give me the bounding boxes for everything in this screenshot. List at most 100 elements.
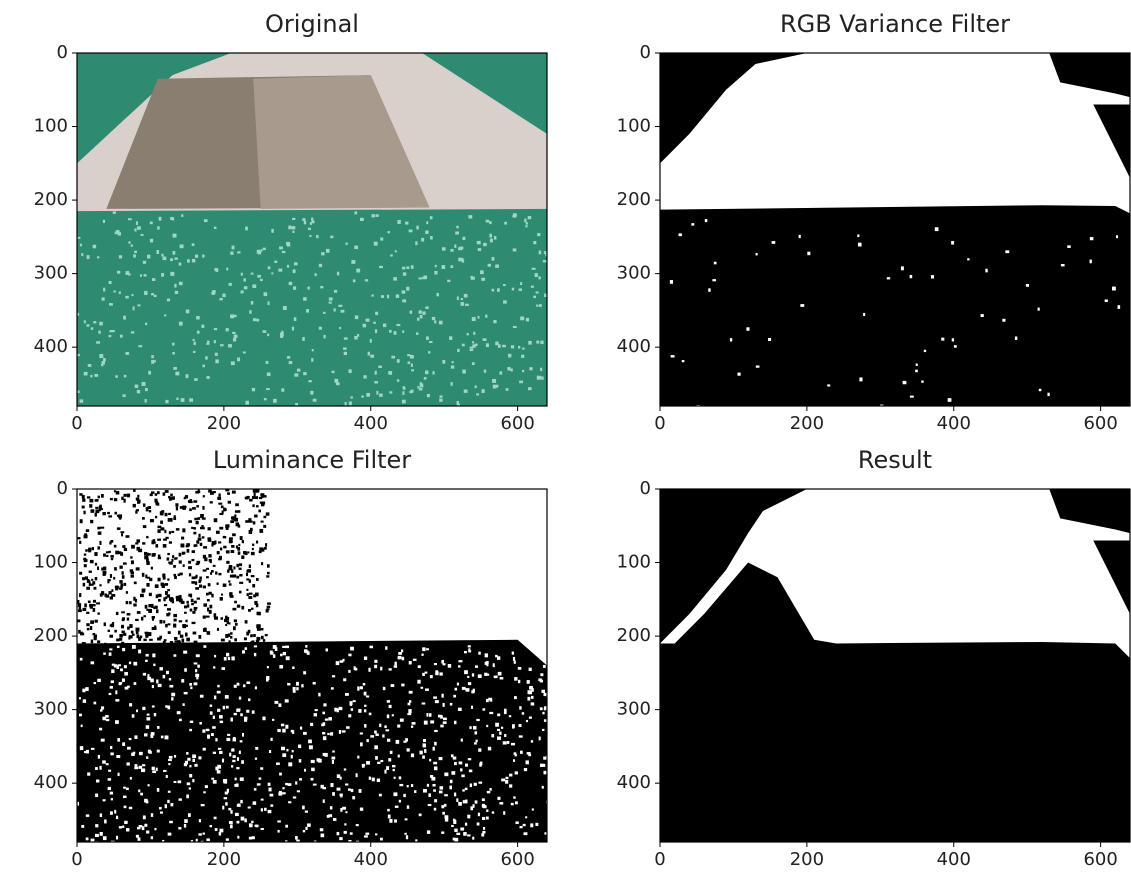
speck <box>196 315 200 320</box>
speck <box>378 793 382 797</box>
speck <box>456 832 461 836</box>
speck <box>151 355 154 359</box>
speck <box>228 622 231 625</box>
speck <box>485 219 490 223</box>
speck <box>86 627 90 631</box>
speck <box>419 382 422 385</box>
speck <box>137 837 141 841</box>
y-tick-label: 100 <box>34 116 68 137</box>
speck <box>483 242 487 247</box>
speck <box>505 388 509 391</box>
speck <box>360 217 364 222</box>
speck <box>170 258 173 262</box>
speck <box>108 769 112 772</box>
speck <box>120 585 123 589</box>
speck <box>262 639 266 642</box>
speck <box>285 782 289 786</box>
speck <box>489 699 493 702</box>
speck <box>238 563 243 567</box>
speck <box>89 504 93 508</box>
speck <box>1014 336 1018 340</box>
speck <box>525 816 528 819</box>
speck <box>135 542 139 545</box>
speck <box>469 783 473 788</box>
speck <box>229 540 233 543</box>
speck <box>124 820 128 824</box>
speck <box>429 713 432 717</box>
speck <box>191 243 195 247</box>
speck <box>512 656 516 661</box>
speck <box>199 576 202 580</box>
speck <box>183 763 187 767</box>
speck <box>440 724 444 728</box>
speck <box>147 674 150 677</box>
speck <box>178 598 183 603</box>
speck <box>225 652 230 657</box>
speck <box>348 653 352 657</box>
speck <box>185 624 188 628</box>
x-tick-label: 200 <box>790 849 824 870</box>
y-tick-label: 200 <box>34 189 68 210</box>
speck <box>332 750 335 753</box>
speck <box>250 551 255 556</box>
speck <box>163 620 166 624</box>
speck <box>434 741 437 746</box>
speck <box>109 811 113 815</box>
speck <box>354 245 359 250</box>
speck <box>138 345 143 348</box>
speck <box>254 592 259 597</box>
speck <box>116 754 121 759</box>
speck <box>464 670 468 675</box>
speck <box>967 258 970 261</box>
speck <box>239 536 243 540</box>
speck <box>121 678 125 682</box>
speck <box>183 605 188 609</box>
speck <box>209 560 212 564</box>
speck <box>116 527 121 530</box>
speck <box>309 234 312 238</box>
speck <box>198 833 202 836</box>
speck <box>530 702 535 706</box>
speck <box>293 262 298 266</box>
speck <box>431 776 436 781</box>
speck <box>265 543 268 547</box>
speck <box>134 250 137 254</box>
speck <box>311 767 315 772</box>
speck <box>531 647 534 651</box>
speck <box>481 833 485 837</box>
speck <box>454 687 458 691</box>
speck <box>350 708 354 711</box>
speck <box>231 245 235 250</box>
speck <box>422 739 426 743</box>
speck <box>144 555 148 560</box>
speck <box>166 594 171 598</box>
speck <box>82 582 86 587</box>
speck <box>361 395 364 398</box>
speck <box>461 774 465 778</box>
speck <box>418 813 422 817</box>
speck <box>156 679 159 684</box>
speck <box>202 729 206 733</box>
speck <box>229 594 234 598</box>
speck <box>103 642 107 647</box>
speck <box>133 661 138 666</box>
speck <box>234 510 239 513</box>
speck <box>180 543 185 548</box>
speck <box>119 633 123 638</box>
speck <box>186 604 190 608</box>
speck <box>509 773 513 777</box>
speck <box>464 650 467 654</box>
speck <box>186 752 189 755</box>
speck <box>499 677 504 680</box>
speck <box>222 805 225 810</box>
speck <box>342 806 347 810</box>
y-tick-label: 400 <box>34 772 68 793</box>
speck <box>277 728 281 733</box>
speck <box>151 616 154 621</box>
speck <box>359 732 363 735</box>
speck <box>288 281 293 286</box>
speck <box>167 608 171 611</box>
speck <box>435 670 439 674</box>
speck <box>363 691 367 696</box>
speck <box>175 503 179 507</box>
